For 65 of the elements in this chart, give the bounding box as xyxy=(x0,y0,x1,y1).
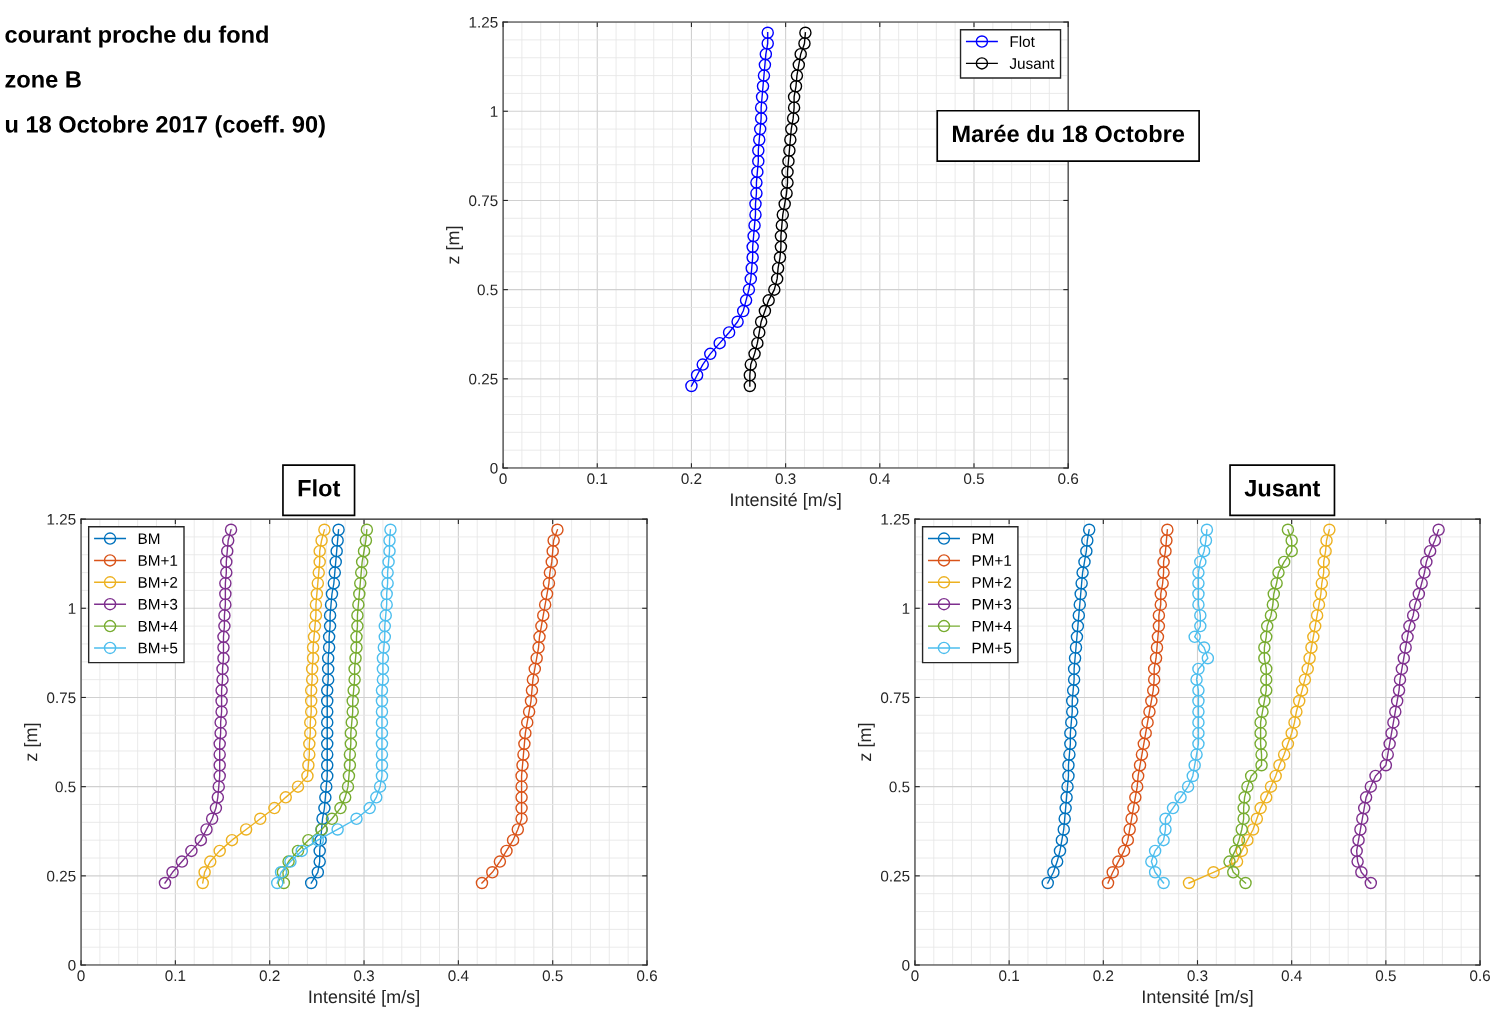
y-tick-label: 1.25 xyxy=(881,513,910,525)
legend-label: BM+5 xyxy=(138,642,178,654)
legend-label: Jusant xyxy=(1009,58,1055,69)
x-tick-label: 0 xyxy=(911,970,919,982)
legend-label: BM+2 xyxy=(138,576,178,588)
x-tick-label: 0.3 xyxy=(1187,970,1208,982)
x-tick-label: 0.2 xyxy=(259,970,280,982)
legend-label: BM+3 xyxy=(138,598,178,610)
y-tick-label: 0.25 xyxy=(469,373,498,385)
y-tick-label: 0.25 xyxy=(47,870,76,882)
y-tick-label: 0.75 xyxy=(47,692,76,704)
text: Marée du 18 Octobre xyxy=(952,124,1185,143)
legend-label: Flot xyxy=(1010,35,1035,48)
x-tick-label: 0.2 xyxy=(1093,970,1114,982)
x-axis-title: Intensité [m/s] xyxy=(309,989,419,1007)
x-axis-title: Intensité [m/s] xyxy=(1142,989,1253,1007)
legend-label: PM+4 xyxy=(972,620,1012,632)
y-axis-title: z [m] xyxy=(446,226,463,264)
legend-label: BM+4 xyxy=(138,620,178,632)
legend-label: PM+3 xyxy=(972,598,1012,610)
x-tick-label: 0.1 xyxy=(999,970,1019,982)
x-tick-label: 0.1 xyxy=(587,473,608,485)
y-tick-label: 0.75 xyxy=(469,195,498,207)
legend-label: PM+5 xyxy=(972,642,1012,654)
y-tick-label: 1.25 xyxy=(47,513,76,525)
x-tick-label: 0 xyxy=(77,970,85,982)
y-tick-label: 0 xyxy=(490,462,498,474)
legend-label: PM+2 xyxy=(972,576,1012,588)
y-tick-label: 0.5 xyxy=(55,781,76,793)
y-tick-label: 0.25 xyxy=(880,870,910,882)
y-axis-title: z [m] xyxy=(24,723,41,761)
x-tick-label: 0.5 xyxy=(542,970,563,982)
x-tick-label: 0.4 xyxy=(448,970,469,982)
x-tick-label: 0.6 xyxy=(1470,970,1490,982)
x-tick-label: 0.3 xyxy=(354,970,374,982)
y-tick-label: 0.75 xyxy=(880,692,910,704)
chart-title: Flot xyxy=(298,479,341,497)
x-tick-label: 0.6 xyxy=(1058,473,1079,485)
y-tick-label: 1 xyxy=(902,603,910,614)
x-tick-label: 0.3 xyxy=(775,473,796,485)
x-tick-label: 0.5 xyxy=(963,473,984,485)
x-axis-title: Intensité [m/s] xyxy=(731,492,841,510)
legend-label: BM+1 xyxy=(138,555,178,566)
y-tick-label: 1 xyxy=(490,106,498,117)
x-tick-label: 0.5 xyxy=(1375,970,1396,982)
y-tick-label: 1 xyxy=(68,603,76,614)
legend-label: PM xyxy=(972,533,994,544)
chart-title: Jusant xyxy=(1244,480,1321,497)
y-tick-label: 0 xyxy=(902,959,910,971)
y-tick-label: 0 xyxy=(68,959,76,971)
legend-label: PM+1 xyxy=(972,555,1012,566)
x-tick-label: 0.2 xyxy=(681,473,702,485)
x-tick-label: 0.1 xyxy=(165,970,186,982)
y-axis-title: z [m] xyxy=(857,723,875,761)
y-tick-label: 1.25 xyxy=(469,16,498,28)
x-tick-label: 0 xyxy=(499,473,507,485)
x-tick-label: 0.6 xyxy=(637,970,657,982)
text: u 18 Octobre 2017 (coeff. 90) xyxy=(5,115,325,138)
y-tick-label: 0.5 xyxy=(477,284,498,296)
y-tick-label: 0.5 xyxy=(889,781,910,793)
legend-label: BM xyxy=(138,533,160,544)
text: zone B xyxy=(5,71,81,88)
text: courant proche du fond xyxy=(5,25,268,48)
x-tick-label: 0.4 xyxy=(869,473,890,485)
x-tick-label: 0.4 xyxy=(1281,970,1302,982)
